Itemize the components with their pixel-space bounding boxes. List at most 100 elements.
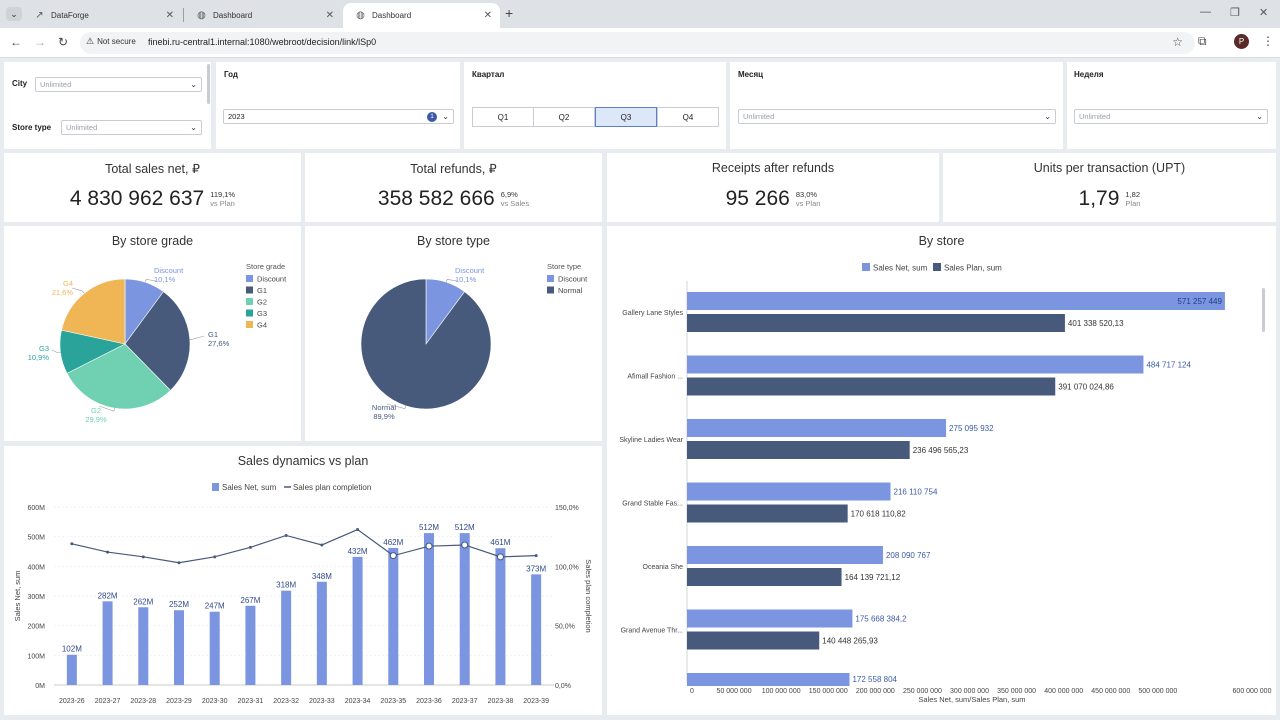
filter-scrollbar[interactable] bbox=[207, 64, 210, 104]
reload-icon[interactable]: ↻ bbox=[58, 35, 69, 49]
legend-swatch bbox=[246, 309, 253, 317]
close-icon[interactable]: ✕ bbox=[325, 10, 334, 21]
week-label: Неделя bbox=[1074, 70, 1104, 79]
x-tick-label: 2023-33 bbox=[309, 698, 335, 705]
filter-panel-quarter: Квартал Q1 Q2 Q3 Q4 bbox=[464, 62, 726, 149]
selected-count-badge: 1 bbox=[427, 112, 437, 122]
not-secure-label: Not secure bbox=[97, 37, 136, 46]
pie-label-value: 89,9% bbox=[373, 412, 395, 421]
bar-sales-net bbox=[531, 574, 542, 685]
legend-item: Sales plan completion bbox=[293, 483, 371, 492]
year-select[interactable]: 2023 1 ⌄ bbox=[223, 109, 454, 124]
window-close-icon[interactable]: ✕ bbox=[1259, 7, 1269, 19]
bar-sales-net bbox=[66, 654, 77, 685]
filter-panel-year: Год 2023 1 ⌄ bbox=[216, 62, 460, 149]
bar-value-label: 318M bbox=[276, 581, 296, 590]
security-indicator[interactable]: ⚠ Not secure bbox=[86, 36, 136, 47]
bar-value-label: 172 558 804 bbox=[852, 675, 897, 684]
x-tick-label: 2023-34 bbox=[345, 698, 371, 705]
line-point-highlight bbox=[461, 541, 469, 549]
profile-avatar[interactable]: P bbox=[1234, 34, 1249, 49]
bar-value-label: 348M bbox=[312, 572, 332, 581]
close-icon[interactable]: ✕ bbox=[165, 10, 174, 21]
url-text[interactable]: finebi.ru-central1.internal:1080/webroot… bbox=[148, 37, 377, 47]
bar-sales-net bbox=[209, 611, 220, 685]
x-tick-label: 2023-28 bbox=[130, 698, 156, 705]
week-select[interactable]: Unlimited ⌄ bbox=[1074, 109, 1268, 124]
store-type-select[interactable]: Unlimited ⌄ bbox=[61, 120, 202, 135]
globe-icon: ◍ bbox=[197, 10, 206, 21]
tab-dashboard-1[interactable]: ◍ Dashboard ✕ bbox=[184, 3, 342, 28]
bar-value-label: 140 448 265,93 bbox=[822, 637, 878, 646]
city-select[interactable]: Unlimited ⌄ bbox=[35, 77, 202, 92]
bar-sales-plan bbox=[687, 377, 1056, 396]
tab-title: Dashboard bbox=[372, 11, 412, 20]
bar-sales-net bbox=[424, 533, 434, 685]
legend-swatch bbox=[547, 275, 554, 282]
y-tick-label: 400M bbox=[27, 564, 45, 571]
bar-sales-net bbox=[495, 548, 506, 685]
quarter-label: Квартал bbox=[472, 70, 505, 79]
bar-value-label: 102M bbox=[62, 645, 82, 654]
line-point bbox=[213, 555, 217, 559]
pie-label-name: Discount bbox=[455, 266, 485, 275]
tab-search-icon[interactable]: ⌄ bbox=[6, 7, 22, 21]
bar-sales-plan bbox=[687, 568, 842, 586]
back-icon[interactable]: ← bbox=[10, 35, 22, 49]
bar-value-label: 236 496 565,23 bbox=[913, 446, 969, 455]
bar-sales-net bbox=[245, 605, 256, 685]
minimize-icon[interactable]: — bbox=[1200, 6, 1211, 18]
x-tick-label: 2023-38 bbox=[488, 698, 514, 705]
x-tick-label: 2023-37 bbox=[452, 698, 478, 705]
pie-label-value: 10,1% bbox=[455, 275, 477, 284]
quarter-q4-button[interactable]: Q4 bbox=[657, 107, 719, 127]
x-tick-label: 2023-39 bbox=[523, 698, 549, 705]
bar-sales-plan bbox=[687, 631, 820, 650]
quarter-q2-button[interactable]: Q2 bbox=[533, 107, 595, 127]
dataforge-favicon-icon: ↗ bbox=[35, 10, 44, 21]
chart-sales-dynamics: Sales dynamics vs plan Sales Net, sum Sal… bbox=[4, 446, 602, 715]
quarter-q1-button[interactable]: Q1 bbox=[472, 107, 534, 127]
pie-label-name: G2 bbox=[91, 406, 101, 415]
bar-value-label: 462M bbox=[383, 538, 403, 547]
bar-value-label: 216 110 754 bbox=[894, 488, 938, 497]
close-icon[interactable]: ✕ bbox=[483, 10, 492, 21]
x-tick-label: 200 000 000 bbox=[856, 688, 895, 695]
quarter-q3-button[interactable]: Q3 bbox=[595, 107, 657, 127]
x-tick-label: 150 000 000 bbox=[809, 688, 848, 695]
browser-menu-icon[interactable]: ⋮ bbox=[1262, 34, 1274, 48]
line-point bbox=[70, 542, 74, 546]
new-tab-icon[interactable]: + bbox=[505, 5, 514, 21]
kpi-value: 358 582 666 bbox=[377, 187, 495, 210]
line-point bbox=[356, 528, 360, 532]
month-label: Месяц bbox=[738, 70, 764, 79]
legend-item: G2 bbox=[257, 298, 267, 307]
bar-sales-net bbox=[281, 590, 292, 685]
tab-dataforge[interactable]: ↗ DataForge ✕ bbox=[22, 3, 182, 28]
x-tick-label: 50 000 000 bbox=[717, 688, 752, 695]
y2-tick-label: 150,0% bbox=[555, 505, 579, 512]
tab-dashboard-active[interactable]: ◍ Dashboard ✕ bbox=[343, 3, 500, 28]
filter-panel-month: Месяц Unlimited ⌄ bbox=[730, 62, 1063, 149]
bar-value-label: 247M bbox=[205, 602, 225, 611]
chart-scrollbar[interactable] bbox=[1262, 288, 1265, 332]
y2-tick-label: 100,0% bbox=[555, 564, 579, 571]
bar-sales-net bbox=[687, 355, 1144, 374]
address-bar[interactable]: ⚠ Not secure finebi.ru-central1.internal… bbox=[80, 32, 1195, 54]
x-tick-label: 2023-30 bbox=[202, 698, 228, 705]
extensions-icon[interactable]: ⧉ bbox=[1198, 34, 1207, 48]
category-label: Grand Avenue Thr... bbox=[621, 628, 683, 635]
kpi-receipts: Receipts after refunds 95 266 83,0% vs Pl… bbox=[607, 153, 939, 222]
legend-swatch bbox=[246, 321, 253, 328]
chart-by-store-type: By store type Discount 10,1% Normal 89,9% St… bbox=[305, 226, 602, 441]
line-point bbox=[284, 533, 288, 537]
bar-value-label: 484 717 124 bbox=[1146, 361, 1191, 370]
pie-label-name: Normal bbox=[372, 403, 397, 412]
chevron-down-icon: ⌄ bbox=[190, 80, 197, 89]
month-select[interactable]: Unlimited ⌄ bbox=[738, 109, 1056, 124]
legend-item: Normal bbox=[558, 286, 583, 295]
x-tick-label: 2023-27 bbox=[95, 698, 121, 705]
forward-icon[interactable]: → bbox=[34, 35, 46, 49]
bookmark-star-icon[interactable]: ☆ bbox=[1172, 35, 1183, 49]
restore-icon[interactable]: ❐ bbox=[1230, 7, 1240, 19]
